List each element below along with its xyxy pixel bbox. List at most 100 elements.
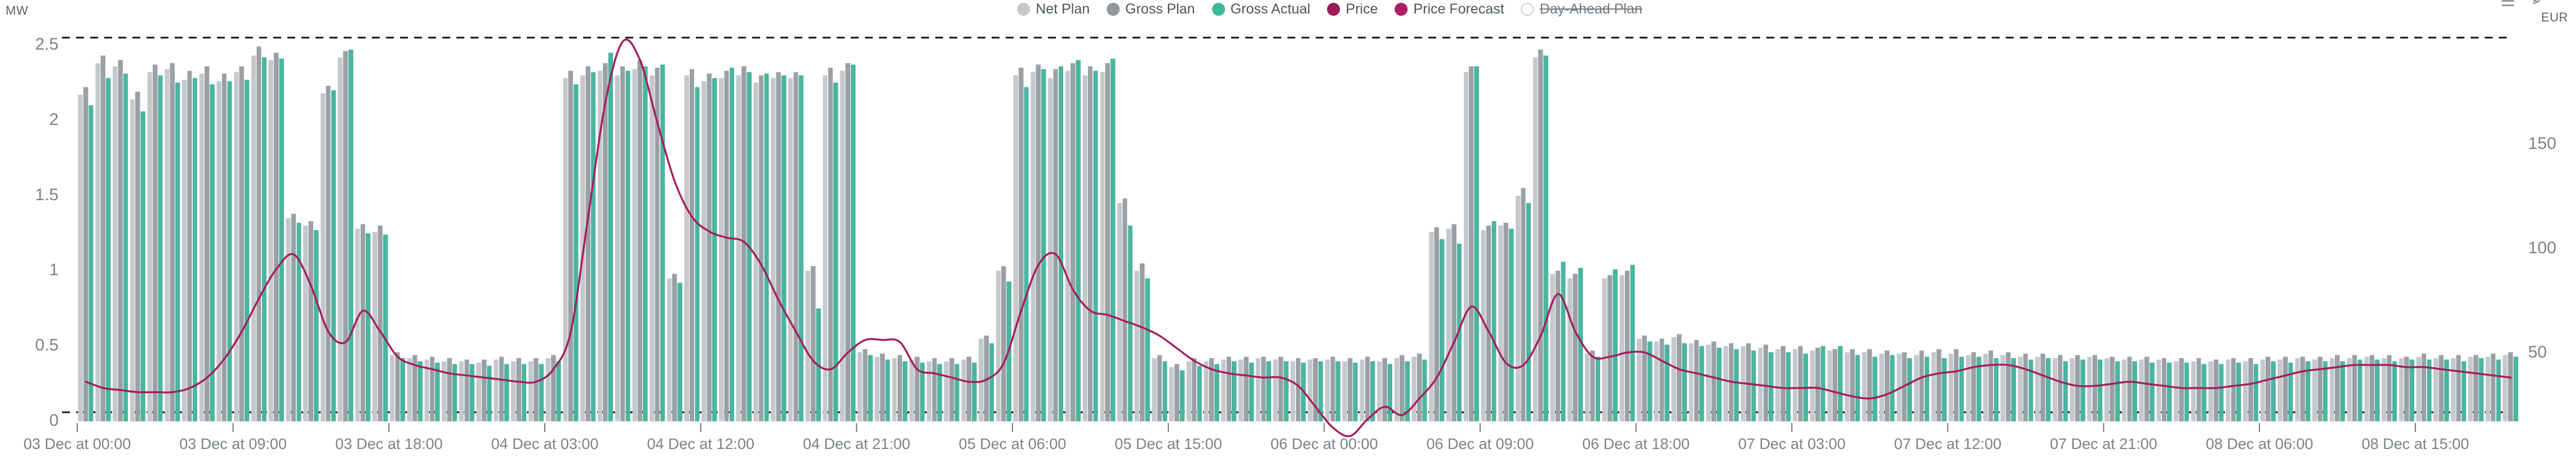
- bar: [1642, 335, 1647, 421]
- bar: [2092, 355, 2098, 421]
- bar: [1682, 343, 1687, 421]
- y-axis-label-mw: 1: [49, 261, 59, 279]
- bar: [1335, 361, 1340, 421]
- bar: [1647, 341, 1653, 421]
- bar: [2382, 358, 2387, 421]
- bar: [753, 82, 758, 421]
- bar: [637, 60, 642, 421]
- bar: [2271, 361, 2276, 421]
- bar: [677, 283, 682, 421]
- bar: [2322, 361, 2328, 421]
- bar: [2000, 355, 2005, 421]
- bar: [1117, 203, 1122, 421]
- bar: [1689, 343, 1694, 421]
- legend-dot: [1107, 3, 1120, 16]
- bar: [447, 358, 452, 421]
- y-axis-label-mw: 0: [49, 411, 59, 430]
- bar: [979, 338, 984, 421]
- bar: [2167, 362, 2172, 421]
- bar: [989, 343, 994, 421]
- bar: [1048, 78, 1053, 421]
- bar: [1140, 263, 1145, 421]
- y-axis-label-eur: 50: [2528, 343, 2547, 362]
- bar: [1019, 68, 1024, 421]
- bar: [972, 362, 977, 421]
- x-axis-label: 06 Dec at 00:00: [1271, 435, 1378, 452]
- legend-item-gross-plan[interactable]: Gross Plan: [1107, 1, 1195, 17]
- bar: [892, 358, 897, 421]
- bar: [1041, 69, 1046, 421]
- bar: [1671, 337, 1676, 421]
- bar: [2040, 353, 2045, 421]
- bar: [1036, 64, 1041, 421]
- bar: [2035, 356, 2040, 421]
- legend-dot: [1327, 3, 1340, 16]
- bar: [926, 361, 932, 421]
- bar: [1474, 66, 1479, 421]
- bar: [736, 75, 741, 421]
- bar-series-gross-actual: [88, 50, 2519, 422]
- bar: [1405, 361, 1410, 421]
- bar: [100, 55, 105, 421]
- bar: [897, 355, 903, 421]
- bar: [1792, 349, 1798, 421]
- bar: [2087, 356, 2092, 421]
- legend-item-gross-actual[interactable]: Gross Actual: [1211, 1, 1311, 17]
- bar: [764, 73, 769, 421]
- x-axis-label: 07 Dec at 12:00: [1894, 435, 2002, 452]
- bar: [1561, 262, 1566, 421]
- bar: [2023, 353, 2028, 421]
- bar: [1152, 358, 1157, 421]
- legend-item-day-ahead-plan[interactable]: Day-Ahead Plan: [1521, 1, 1642, 17]
- bar: [2485, 356, 2490, 421]
- bar: [355, 228, 360, 421]
- bar: [1931, 352, 1937, 421]
- bar: [1503, 222, 1508, 421]
- bar: [949, 358, 954, 421]
- bar: [1214, 364, 1219, 421]
- bar: [337, 57, 343, 422]
- bar: [643, 66, 648, 421]
- bar: [650, 75, 655, 421]
- bar: [1780, 346, 1786, 421]
- bar: [147, 72, 152, 421]
- x-axis-label: 05 Dec at 06:00: [959, 435, 1067, 452]
- bar: [521, 364, 527, 421]
- bar: [771, 78, 776, 421]
- bar: [937, 364, 942, 421]
- bar: [1353, 362, 1358, 421]
- bar: [1169, 367, 1174, 421]
- legend-item-price-forecast[interactable]: Price Forecast: [1394, 1, 1504, 17]
- bar: [1694, 340, 1699, 421]
- bar: [695, 87, 700, 421]
- bar: [1555, 271, 1561, 421]
- chart-toolbar: ✎: [2502, 0, 2546, 6]
- bar: [476, 362, 481, 421]
- bar: [1751, 350, 1756, 421]
- bar: [1942, 358, 1947, 421]
- legend-item-price[interactable]: Price: [1327, 1, 1378, 17]
- bar: [2080, 359, 2085, 421]
- chart-legend: Net Plan Gross Plan Gross Actual Price Price…: [1017, 1, 1642, 17]
- bar: [1400, 355, 1405, 421]
- bar: [2347, 358, 2352, 421]
- bar: [424, 359, 429, 421]
- bar: [412, 355, 418, 421]
- bar: [597, 71, 603, 421]
- bar: [932, 358, 937, 421]
- bar: [1573, 274, 1578, 421]
- bar: [165, 69, 170, 421]
- x-axis-label: 03 Dec at 09:00: [179, 435, 287, 452]
- bar: [724, 71, 729, 421]
- bar: [701, 81, 707, 421]
- bar: [1325, 359, 1330, 421]
- bar: [140, 111, 145, 421]
- menu-icon[interactable]: [2502, 0, 2515, 6]
- bar: [1498, 226, 1503, 421]
- legend-item-net-plan[interactable]: Net Plan: [1017, 1, 1090, 17]
- bar: [95, 63, 100, 421]
- bar: [1456, 244, 1462, 421]
- bar: [106, 78, 111, 421]
- bar: [1387, 364, 1393, 421]
